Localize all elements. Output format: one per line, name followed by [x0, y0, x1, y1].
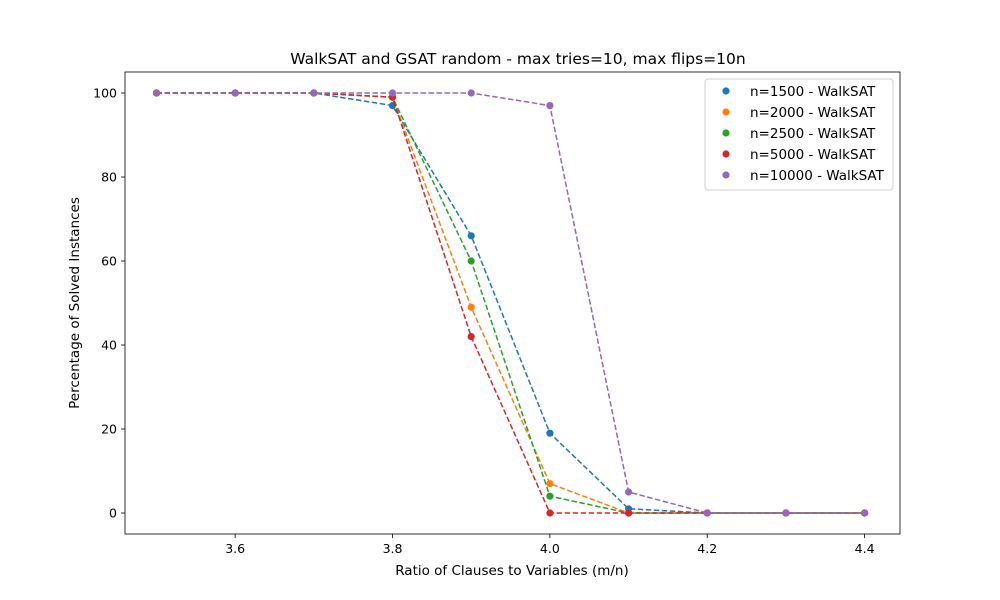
- legend-label: n=1500 - WalkSAT: [750, 84, 876, 100]
- legend-item-2: n=2500 - WalkSAT: [722, 126, 876, 142]
- data-point: [467, 333, 475, 341]
- data-point: [625, 509, 633, 517]
- data-point: [467, 232, 475, 240]
- legend-marker: [722, 150, 730, 158]
- data-point: [546, 102, 554, 110]
- data-point: [467, 303, 475, 311]
- data-point: [467, 257, 475, 265]
- legend-item-0: n=1500 - WalkSAT: [722, 84, 876, 100]
- legend-item-4: n=10000 - WalkSAT: [722, 168, 885, 184]
- series-line-3: [156, 92, 865, 514]
- y-tick-label: 100: [93, 86, 117, 101]
- x-tick-label: 3.8: [383, 541, 403, 556]
- legend-marker: [722, 108, 730, 116]
- data-point: [546, 480, 554, 488]
- legend-label: n=5000 - WalkSAT: [750, 147, 876, 163]
- legend-label: n=2000 - WalkSAT: [750, 105, 876, 121]
- y-tick-label: 40: [101, 338, 117, 353]
- legend-item-3: n=5000 - WalkSAT: [722, 147, 876, 163]
- data-point: [231, 89, 239, 97]
- legend-label: n=2500 - WalkSAT: [750, 126, 876, 142]
- x-axis-label: Ratio of Clauses to Variables (m/n): [395, 563, 629, 579]
- y-tick-label: 20: [101, 422, 117, 437]
- legend-marker: [722, 171, 730, 179]
- data-point: [467, 89, 475, 97]
- data-point: [152, 89, 161, 97]
- axes-frame: [124, 71, 901, 535]
- legend-item-1: n=2000 - WalkSAT: [722, 105, 876, 121]
- data-point: [861, 509, 869, 517]
- series-4: [152, 89, 869, 517]
- series-line-4: [156, 92, 865, 514]
- data-point: [546, 509, 554, 517]
- y-tick-label: 80: [101, 170, 117, 185]
- chart-title: WalkSAT and GSAT random - max tries=10, …: [290, 50, 745, 68]
- y-tick-label: 60: [101, 254, 117, 269]
- data-point: [310, 89, 318, 97]
- legend-marker: [722, 129, 730, 137]
- data-point: [546, 492, 554, 500]
- x-tick-label: 3.6: [225, 541, 245, 556]
- x-tick-label: 4.4: [855, 541, 875, 556]
- legend-marker: [722, 87, 730, 95]
- legend-label: n=10000 - WalkSAT: [750, 168, 885, 184]
- x-tick-label: 4.0: [540, 541, 560, 556]
- data-point: [625, 488, 633, 496]
- y-axis-label: Percentage of Solved Instances: [67, 197, 83, 409]
- axis-ticks: 3.6 3.8 4.0 4.2 4.4 0 20 40 60 80 100: [93, 86, 874, 557]
- data-point: [546, 429, 554, 437]
- plot-area: [124, 71, 901, 535]
- y-tick-label: 0: [109, 506, 117, 521]
- data-point: [703, 509, 711, 517]
- series-line-1: [156, 92, 865, 514]
- legend-box: [704, 78, 894, 191]
- legend: n=1500 - WalkSAT n=2000 - WalkSAT n=2500 -…: [704, 78, 894, 191]
- data-point: [782, 509, 790, 517]
- x-tick-label: 4.2: [697, 541, 717, 556]
- data-point: [388, 89, 397, 97]
